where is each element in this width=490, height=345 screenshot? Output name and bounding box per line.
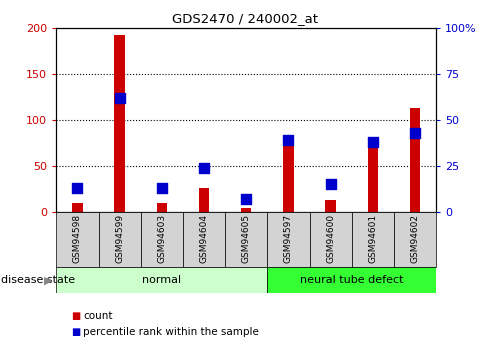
Bar — [268, 267, 436, 293]
Text: GSM94599: GSM94599 — [115, 214, 124, 263]
Text: GSM94603: GSM94603 — [157, 214, 166, 263]
Bar — [225, 212, 268, 267]
Bar — [410, 108, 420, 212]
Bar — [72, 203, 83, 212]
Point — [242, 197, 250, 202]
Text: count: count — [83, 311, 113, 321]
Point — [327, 182, 335, 187]
Text: normal: normal — [142, 275, 181, 285]
Bar — [241, 208, 251, 212]
Bar — [141, 212, 183, 267]
Text: GSM94602: GSM94602 — [411, 214, 419, 263]
Text: GSM94597: GSM94597 — [284, 214, 293, 263]
Bar — [268, 212, 310, 267]
Text: GDS2470 / 240002_at: GDS2470 / 240002_at — [172, 12, 318, 25]
Text: ■: ■ — [72, 327, 80, 337]
Bar — [283, 146, 294, 212]
Point — [74, 185, 81, 191]
Text: ▶: ▶ — [45, 276, 53, 285]
Bar — [352, 212, 394, 267]
Text: GSM94600: GSM94600 — [326, 214, 335, 263]
Bar — [98, 212, 141, 267]
Point — [285, 137, 293, 143]
Point — [158, 185, 166, 191]
Text: GSM94598: GSM94598 — [73, 214, 82, 263]
Bar — [157, 203, 167, 212]
Text: GSM94601: GSM94601 — [368, 214, 377, 263]
Bar — [325, 200, 336, 212]
Text: GSM94605: GSM94605 — [242, 214, 251, 263]
Bar — [310, 212, 352, 267]
Text: neural tube defect: neural tube defect — [300, 275, 403, 285]
Bar — [183, 212, 225, 267]
Text: disease state: disease state — [1, 276, 75, 285]
Bar — [199, 188, 209, 212]
Text: percentile rank within the sample: percentile rank within the sample — [83, 327, 259, 337]
Text: ■: ■ — [72, 311, 80, 321]
Bar — [368, 145, 378, 212]
Text: GSM94604: GSM94604 — [199, 214, 209, 263]
Bar — [114, 35, 125, 212]
Bar — [394, 212, 436, 267]
Point — [116, 95, 123, 100]
Point — [411, 130, 419, 136]
Point — [369, 139, 377, 145]
Bar — [56, 212, 98, 267]
Point — [200, 165, 208, 171]
Bar — [56, 267, 268, 293]
